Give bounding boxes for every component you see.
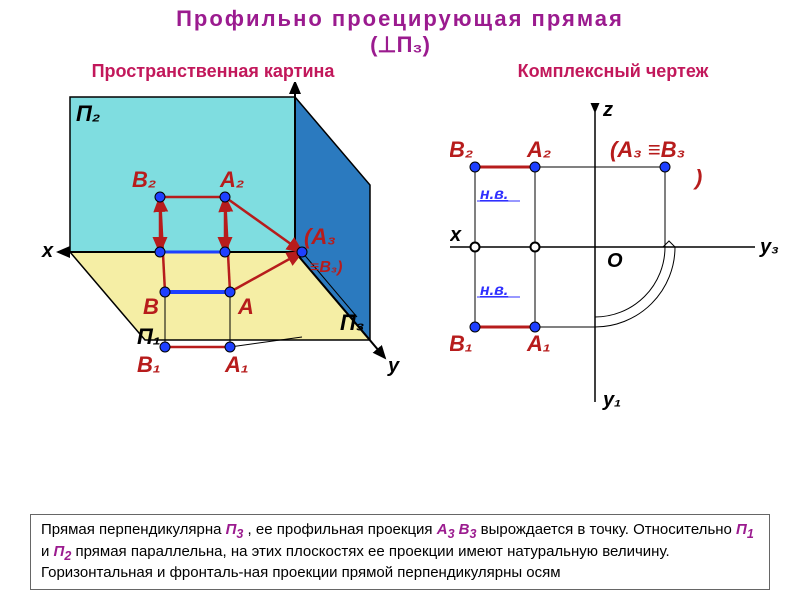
- svg-text:П₃: П₃: [340, 310, 364, 335]
- svg-text:B: B: [143, 294, 159, 319]
- svg-text:П₂: П₂: [76, 101, 100, 126]
- subtitle-left: Пространственная картина: [92, 61, 335, 82]
- svg-text:П₁: П₁: [137, 324, 161, 349]
- svg-text:B₂: B₂: [132, 167, 156, 192]
- svg-text:): ): [693, 165, 702, 190]
- complex-drawing: x y₃ z y₁ Oн.в. н.в. A₂ B₂ A₁ B₁ (A₃ ≡B₃): [450, 97, 790, 437]
- svg-text:A: A: [237, 294, 254, 319]
- svg-text:B₁: B₁: [450, 331, 473, 356]
- svg-text:y₃: y₃: [759, 236, 779, 258]
- svg-text:A₂: A₂: [219, 167, 244, 192]
- subtitle-right: Комплексный чертеж: [518, 61, 709, 82]
- svg-text:B₁: B₁: [137, 352, 161, 377]
- footer-description: Прямая перпендикулярна П3 , ее профильна…: [30, 514, 770, 590]
- svg-text:A₁: A₁: [526, 331, 551, 356]
- svg-text:x: x: [450, 224, 462, 246]
- svg-text:y: y: [387, 355, 400, 377]
- svg-text:н.в.: н.в.: [480, 186, 508, 203]
- svg-text:(A₃ ≡B₃: (A₃ ≡B₃: [610, 137, 685, 162]
- subtitles-row: Пространственная картина Комплексный чер…: [0, 61, 800, 82]
- svg-text:≡B₃): ≡B₃): [310, 259, 342, 276]
- spatial-diagram: xzyП₂П₁П₃A₂B₂ABA₁B₁(A₃≡B₃): [10, 82, 430, 472]
- title-line1: Профильно проецирующая прямая: [176, 6, 624, 31]
- svg-text:A₁: A₁: [224, 352, 249, 377]
- svg-text:B₂: B₂: [450, 137, 473, 162]
- diagrams-area: x z y П₂ П₁ П₃ A₂ B₂ A B A₁ B₁ (A₃ ≡B₃) x y₃ z y₁ Oн.в. н.…: [0, 82, 800, 472]
- svg-text:н.в.: н.в.: [480, 282, 508, 299]
- title-line2: (⊥П₃): [370, 32, 430, 57]
- main-title: Профильно проецирующая прямая (⊥П₃): [0, 0, 800, 59]
- svg-text:O: O: [607, 250, 623, 272]
- svg-text:x: x: [41, 240, 54, 262]
- svg-text:(A₃: (A₃: [304, 224, 336, 249]
- svg-text:y₁: y₁: [602, 389, 621, 411]
- svg-text:z: z: [602, 99, 613, 121]
- svg-text:A₂: A₂: [526, 137, 551, 162]
